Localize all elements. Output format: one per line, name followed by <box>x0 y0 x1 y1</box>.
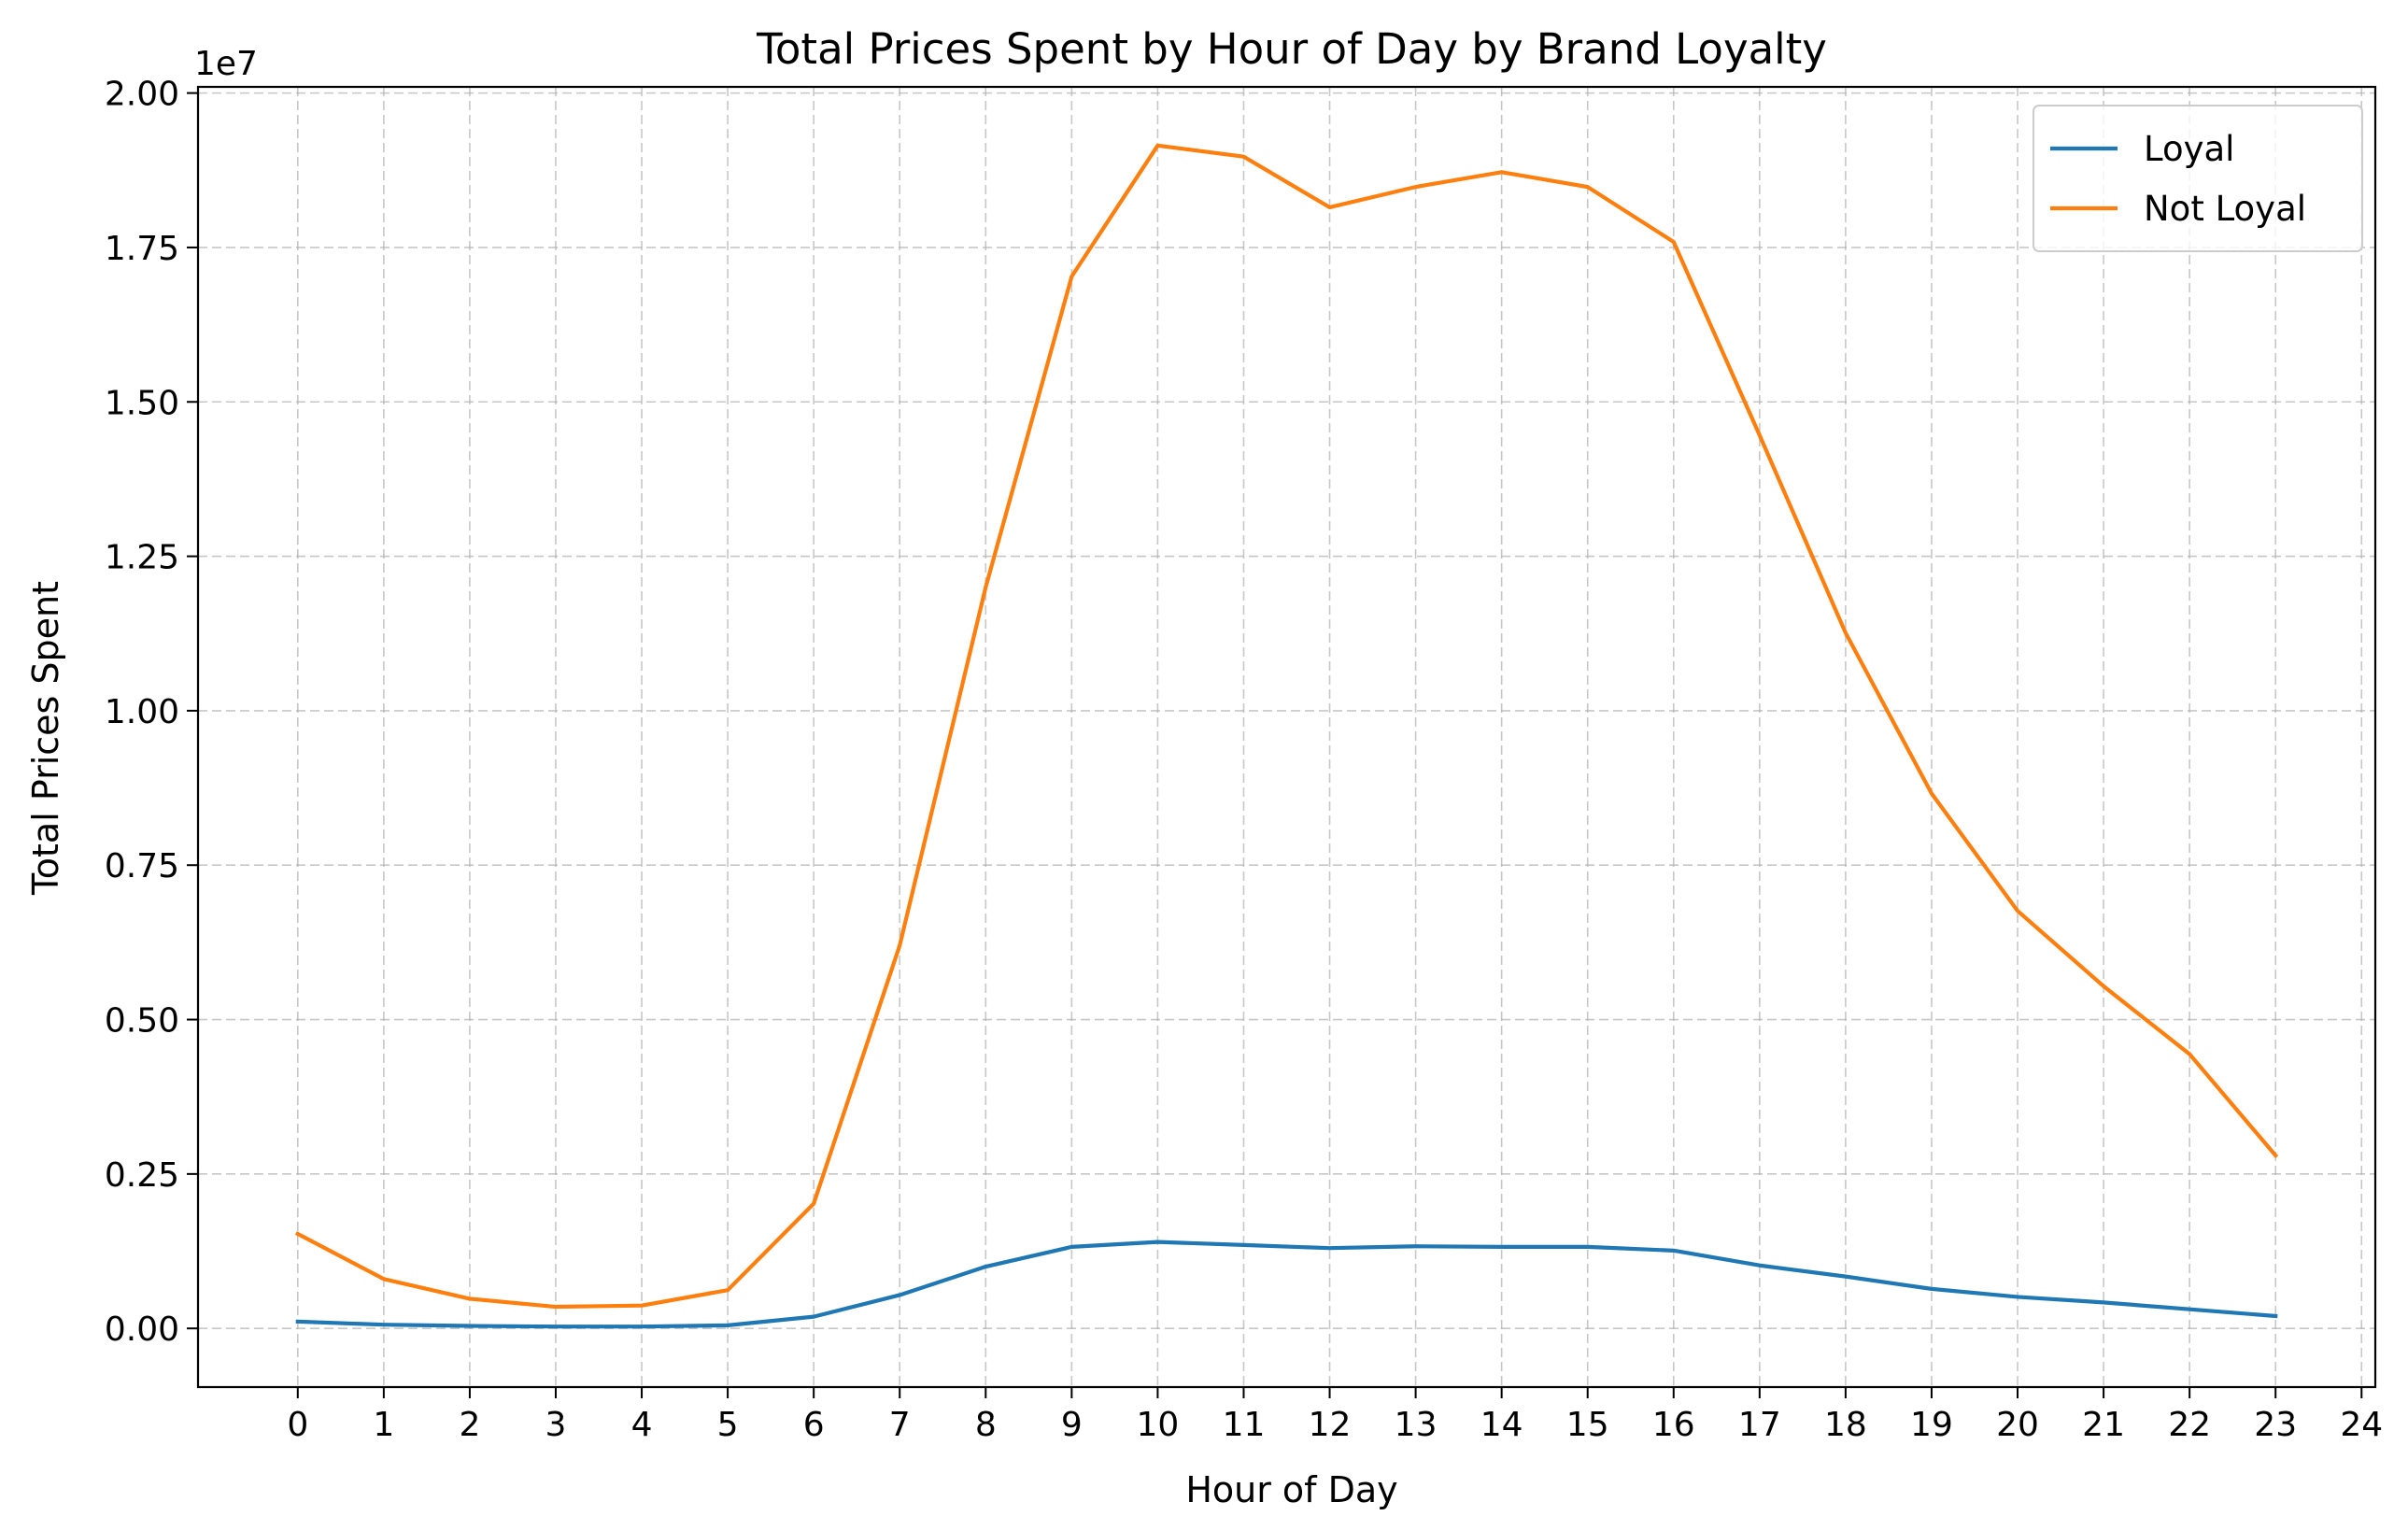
x-tick-label: 23 <box>2254 1406 2297 1444</box>
y-axis-ticks: 0.00 0.25 0.50 0.75 1.00 1.25 1.50 1.75 2.00 <box>105 76 198 1349</box>
x-tick-label: 12 <box>1309 1406 1352 1444</box>
y-tick-label: 2.00 <box>105 76 179 114</box>
legend-label-loyal: Loyal <box>2144 129 2234 169</box>
y-tick-label: 1.75 <box>105 230 179 268</box>
y-tick-label: 1.00 <box>105 693 179 731</box>
legend-label-not-loyal: Not Loyal <box>2144 189 2306 229</box>
x-tick-label: 8 <box>975 1406 997 1444</box>
x-tick-label: 22 <box>2168 1406 2211 1444</box>
plot-frame <box>196 85 2377 1389</box>
series-line-not-loyal <box>294 143 2279 1310</box>
x-tick-label: 21 <box>2082 1406 2125 1444</box>
x-tick-label: 16 <box>1652 1406 1695 1444</box>
y-tick-label: 1.25 <box>105 539 179 577</box>
y-tick-label: 0.75 <box>105 847 179 885</box>
y-tick-label: 0.00 <box>105 1310 179 1349</box>
x-tick-label: 4 <box>631 1406 653 1444</box>
chart-title: Total Prices Spent by Hour of Day by Bra… <box>756 24 1827 74</box>
y-tick-label: 0.50 <box>105 1002 179 1041</box>
grid <box>198 87 2375 1387</box>
x-tick-label: 1 <box>373 1406 394 1444</box>
legend-box <box>2033 105 2363 252</box>
x-tick-label: 14 <box>1480 1406 1523 1444</box>
x-tick-label: 18 <box>1824 1406 1867 1444</box>
x-tick-label: 6 <box>803 1406 825 1444</box>
x-tick-label: 2 <box>459 1406 480 1444</box>
x-tick-label: 20 <box>1996 1406 2039 1444</box>
x-axis-ticks: 0 1 2 3 4 5 6 7 8 9 10 11 12 13 14 15 16 17 18 19 20 21 22 23 24 <box>287 1387 2383 1444</box>
x-axis-label: Hour of Day <box>1185 1469 1397 1510</box>
x-tick-label: 7 <box>889 1406 911 1444</box>
x-tick-label: 11 <box>1223 1406 1266 1444</box>
x-tick-label: 3 <box>545 1406 567 1444</box>
x-tick-label: 13 <box>1395 1406 1438 1444</box>
x-tick-label: 24 <box>2340 1406 2383 1444</box>
y-offset-label: 1e7 <box>194 45 258 83</box>
legend: Loyal Not Loyal <box>2033 105 2363 252</box>
x-tick-label: 5 <box>717 1406 739 1444</box>
x-tick-label: 19 <box>1910 1406 1953 1444</box>
y-tick-label: 0.25 <box>105 1156 179 1195</box>
x-tick-label: 9 <box>1061 1406 1083 1444</box>
x-tick-label: 17 <box>1738 1406 1781 1444</box>
y-tick-label: 1.50 <box>105 384 179 422</box>
x-tick-label: 10 <box>1137 1406 1180 1444</box>
series-lines <box>294 143 2279 1329</box>
series-line-loyal <box>295 1240 2278 1329</box>
x-tick-label: 15 <box>1566 1406 1609 1444</box>
x-tick-label: 0 <box>287 1406 308 1444</box>
y-axis-label: Total Prices Spent <box>25 581 66 896</box>
